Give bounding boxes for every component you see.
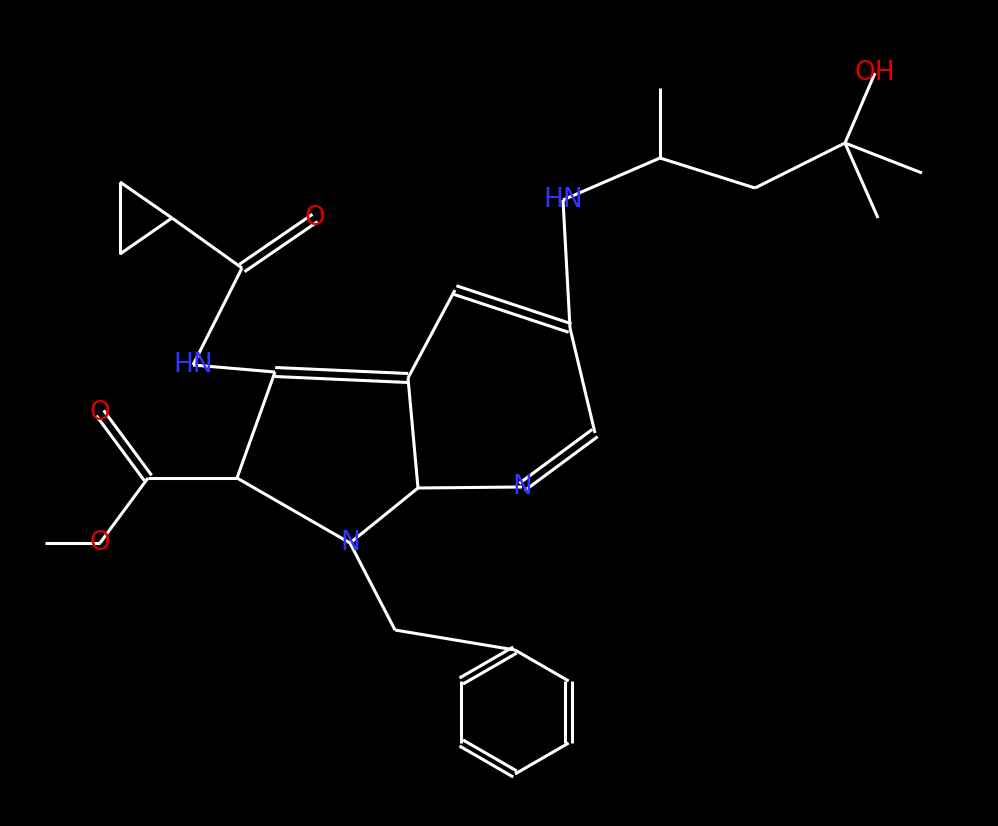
Text: HN: HN bbox=[174, 352, 213, 378]
Text: O: O bbox=[304, 205, 325, 231]
Text: O: O bbox=[90, 530, 111, 556]
Text: N: N bbox=[512, 474, 532, 500]
Text: N: N bbox=[340, 530, 360, 556]
Text: HN: HN bbox=[543, 187, 583, 213]
Text: O: O bbox=[90, 400, 111, 426]
Text: OH: OH bbox=[854, 60, 895, 86]
